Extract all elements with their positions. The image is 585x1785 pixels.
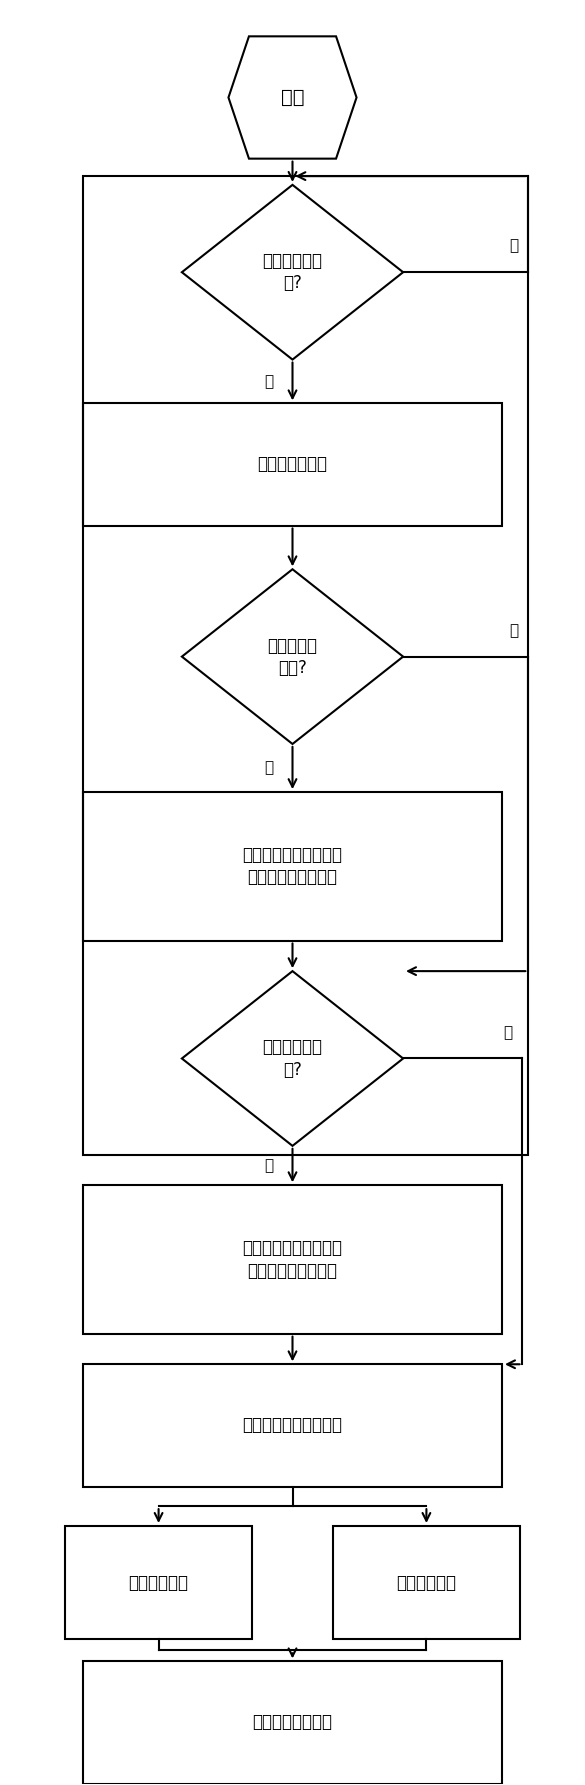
Text: 是: 是: [264, 1158, 274, 1173]
Text: 带钢到焊缝了
吗?: 带钢到焊缝了 吗?: [263, 252, 322, 293]
Text: 镀层厚度模型设定计算: 镀层厚度模型设定计算: [243, 1417, 342, 1435]
Text: 气刀刀距设定: 气刀刀距设定: [397, 1574, 456, 1592]
Bar: [66, 1526, 252, 1639]
Text: 根据模型短期白适应调
整方法计算镀层厚度: 根据模型短期白适应调 整方法计算镀层厚度: [243, 1239, 342, 1280]
Text: 开始: 开始: [281, 87, 304, 107]
Bar: [83, 793, 502, 941]
Bar: [83, 1185, 502, 1333]
Bar: [83, 1662, 502, 1783]
Bar: [83, 177, 528, 1155]
Text: 数据采集和判稳: 数据采集和判稳: [257, 455, 328, 473]
Text: 是: 是: [264, 760, 274, 775]
Text: 带钢速度有变
化?: 带钢速度有变 化?: [263, 1039, 322, 1078]
Bar: [83, 1364, 502, 1487]
Text: 否: 否: [503, 1025, 512, 1041]
Text: 否: 否: [509, 239, 518, 253]
Text: 根据模型长期白适应调
整方法计算镀层厚度: 根据模型长期白适应调 整方法计算镀层厚度: [243, 846, 342, 887]
Text: 气刀压力设定: 气刀压力设定: [129, 1574, 188, 1592]
Text: 目标镀厚有
变化?: 目标镀厚有 变化?: [267, 637, 318, 677]
Bar: [333, 1526, 519, 1639]
Text: 更新预测模型参数: 更新预测模型参数: [253, 1714, 332, 1731]
Bar: [83, 403, 502, 525]
Text: 是: 是: [264, 373, 274, 389]
Text: 否: 否: [509, 623, 518, 637]
